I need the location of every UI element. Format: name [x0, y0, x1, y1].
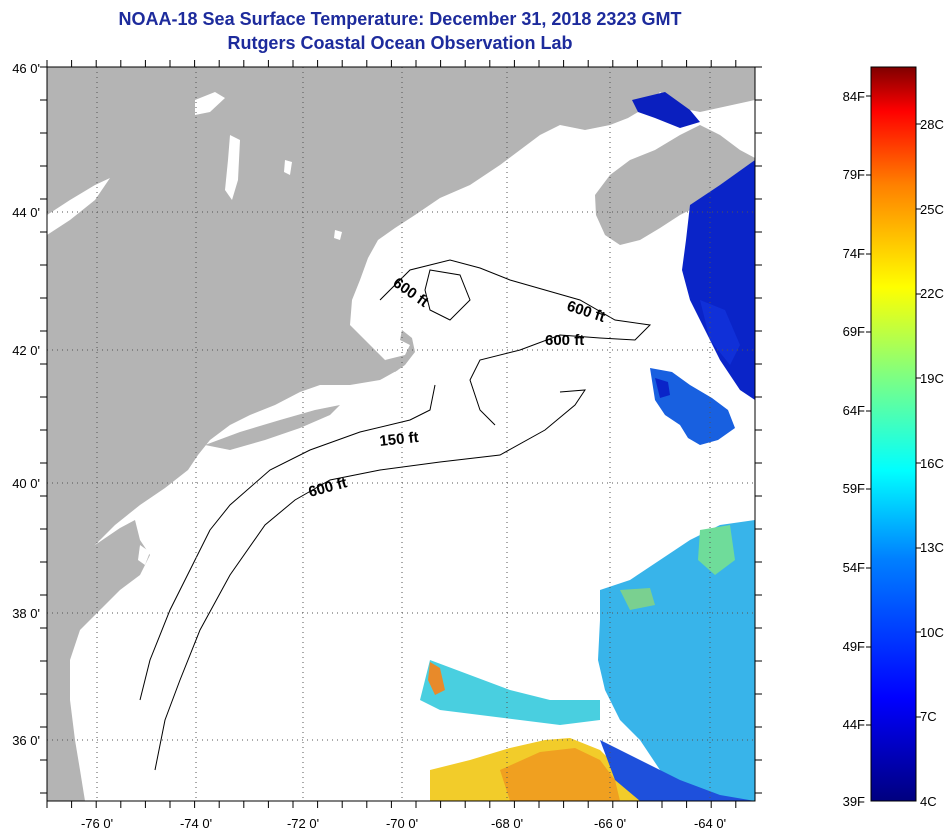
- lon-label: -76 0': [81, 816, 113, 831]
- lake-small-2: [334, 230, 342, 240]
- lake-champlain: [225, 135, 240, 200]
- lat-label: 44 0': [12, 205, 40, 220]
- map-graticule: [47, 67, 755, 801]
- colorbar-f-label: 54F: [843, 560, 865, 575]
- colorbar-f-label: 49F: [843, 639, 865, 654]
- colorbar-f-label: 39F: [843, 794, 865, 809]
- colorbar-f-label: 44F: [843, 717, 865, 732]
- sst-patch-midshelf-green: [698, 525, 735, 575]
- land-us-mainland: [47, 67, 755, 580]
- depth-label: 150 ft: [379, 429, 420, 450]
- lon-label: -72 0': [287, 816, 319, 831]
- temperature-colorbar: [870, 66, 917, 802]
- colorbar-c-label: 22C: [920, 286, 944, 301]
- land-cape-cod: [385, 330, 415, 372]
- colorbar-f-label: 64F: [843, 403, 865, 418]
- colorbar-ticks: [866, 95, 921, 726]
- sst-patch-scotian-lower: [700, 300, 740, 365]
- colorbar-c-label: 28C: [920, 117, 944, 132]
- lon-label: -70 0': [386, 816, 418, 831]
- sst-patch-orange-small: [428, 662, 445, 695]
- colorbar-c-label: 13C: [920, 540, 944, 555]
- sst-patch-cyan-band: [420, 660, 600, 725]
- colorbar-f-label: 74F: [843, 246, 865, 261]
- chesapeake-bay: [95, 600, 118, 700]
- lake-winnipesaukee: [195, 92, 225, 115]
- delaware-bay: [138, 545, 150, 565]
- lon-label: -66 0': [594, 816, 626, 831]
- sst-patch-blue-fringe: [600, 740, 755, 801]
- map-ticks: [40, 60, 762, 808]
- lat-label: 38 0': [12, 606, 40, 621]
- depth-label: 600 ft: [545, 332, 584, 349]
- sst-patch-georges: [650, 368, 735, 445]
- colorbar-c-label: 19C: [920, 371, 944, 386]
- sst-patch-green-fringe: [620, 588, 655, 610]
- map-frame: [46, 66, 756, 802]
- lat-label: 46 0': [12, 61, 40, 76]
- contour-gulf-of-maine: [379, 259, 652, 426]
- colorbar-f-label: 84F: [843, 89, 865, 104]
- colorbar-f-label: 69F: [843, 324, 865, 339]
- map-subtitle: Rutgers Coastal Ocean Observation Lab: [227, 33, 573, 53]
- lat-label: 36 0': [12, 733, 40, 748]
- sst-patch-georges-inner: [655, 378, 670, 398]
- contour-600ft-shelf-edge: [154, 389, 586, 771]
- colorbar-f-label: 59F: [843, 481, 865, 496]
- sst-patch-gulf-st-lawrence: [632, 92, 700, 128]
- contour-150ft: [139, 384, 436, 701]
- land-long-island: [205, 405, 340, 450]
- colorbar-c-label: 7C: [920, 709, 937, 724]
- lon-label: -68 0': [491, 816, 523, 831]
- lake-ontario-edge: [47, 178, 110, 235]
- lon-label: -64 0': [694, 816, 726, 831]
- land-mid-atlantic: [47, 520, 150, 801]
- colorbar-c-label: 4C: [920, 794, 937, 809]
- colorbar-c-label: 10C: [920, 625, 944, 640]
- colorbar-c-label: 25C: [920, 202, 944, 217]
- lat-label: 42 0': [12, 343, 40, 358]
- lon-label: -74 0': [180, 816, 212, 831]
- lat-label: 40 0': [12, 476, 40, 491]
- colorbar-f-label: 79F: [843, 167, 865, 182]
- map-title: NOAA-18 Sea Surface Temperature: Decembe…: [118, 9, 682, 29]
- sst-patch-orange-core: [500, 748, 620, 801]
- contour-inner-basin: [424, 269, 471, 321]
- lake-small-1: [284, 160, 292, 175]
- colorbar-c-label: 16C: [920, 456, 944, 471]
- land-nova-scotia: [595, 125, 755, 245]
- bay-of-fundy: [590, 100, 680, 185]
